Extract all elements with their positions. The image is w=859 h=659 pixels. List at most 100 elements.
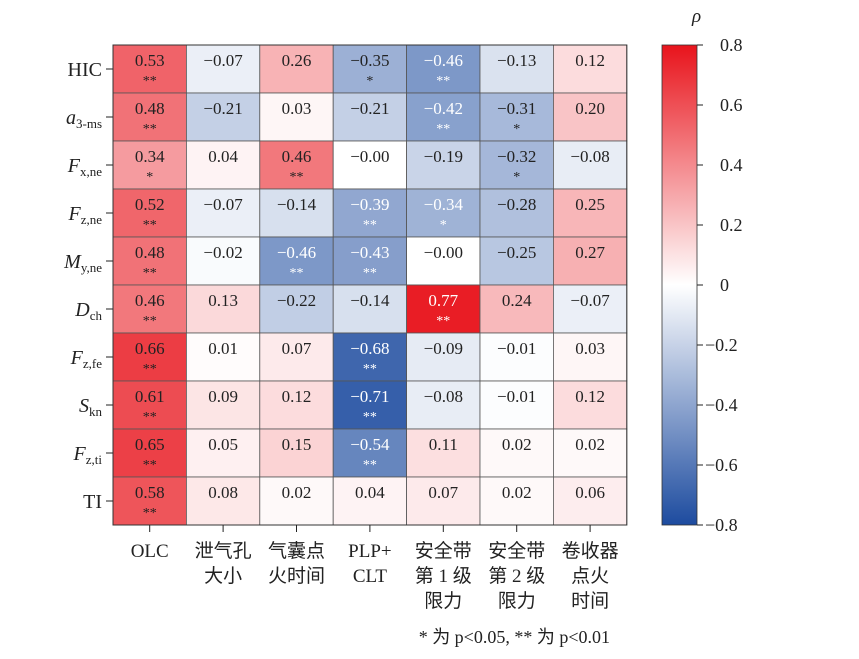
column-label: 卷收器 <box>562 540 619 562</box>
heatmap-cell <box>406 332 481 382</box>
cell-value-label: −0.28 <box>497 195 536 214</box>
significance-label: ** <box>290 170 304 185</box>
significance-label: * <box>146 170 153 185</box>
heatmap-cell <box>553 92 628 142</box>
cell-value-label: 0.09 <box>208 387 238 406</box>
heatmap-cell <box>259 332 334 382</box>
cell-value-label: 0.07 <box>428 483 458 502</box>
cell-value-label: −0.39 <box>350 195 389 214</box>
heatmap-cell <box>332 476 408 526</box>
cell-value-label: −0.00 <box>424 243 463 262</box>
cell-value-label: 0.46 <box>282 147 312 166</box>
heatmap-cell <box>112 44 187 94</box>
heatmap-cell <box>259 92 334 142</box>
heatmap-cell <box>553 332 628 382</box>
heatmap-cell <box>553 476 628 526</box>
heatmap-cell <box>112 188 187 238</box>
row-label: TI <box>83 491 102 513</box>
colorbar-tick-label: 0.6 <box>720 95 743 115</box>
heatmap-cell <box>185 44 261 94</box>
heatmap-cell <box>185 188 261 238</box>
cell-value-label: −0.00 <box>350 147 389 166</box>
row-label: Fz,ti <box>73 443 103 467</box>
row-label-sub: z,ne <box>81 212 103 227</box>
heatmap-cell <box>553 284 628 334</box>
footnote: * 为 p<0.05, ** 为 p<0.01 <box>419 627 610 647</box>
cell-value-label: 0.02 <box>282 483 312 502</box>
significance-label: * <box>513 122 520 137</box>
cell-value-label: 0.06 <box>575 483 605 502</box>
cell-value-label: 0.12 <box>575 387 605 406</box>
cell-value-label: −0.43 <box>350 243 389 262</box>
row-label: Fx,ne <box>67 155 102 179</box>
colorbar-tick-label: 0.2 <box>720 215 743 235</box>
row-label: HIC <box>68 59 102 81</box>
colorbar: 0.8 0.6 0.4 0.2 0 −0.2 −0.4 −0.6 −0.8 ρ <box>661 6 743 535</box>
cell-value-label: −0.14 <box>350 291 390 310</box>
cell-value-label: −0.34 <box>424 195 464 214</box>
significance-label: * <box>513 170 520 185</box>
row-label-sub: ch <box>90 308 103 323</box>
cell-value-label: −0.42 <box>424 99 463 118</box>
heatmap-cell <box>406 284 481 334</box>
significance-label: * <box>366 74 373 89</box>
column-label: OLC <box>131 541 169 562</box>
significance-label: ** <box>436 74 450 89</box>
significance-label: ** <box>363 266 377 281</box>
cell-value-label: −0.01 <box>497 339 536 358</box>
cell-value-label: −0.01 <box>497 387 536 406</box>
row-label-main: F <box>67 203 81 225</box>
cell-value-label: −0.08 <box>424 387 463 406</box>
cell-value-label: 0.48 <box>135 243 165 262</box>
cell-value-label: 0.53 <box>135 51 165 70</box>
heatmap-cell <box>479 92 554 142</box>
cell-value-label: 0.13 <box>208 291 238 310</box>
column-label: PLP+ <box>348 541 391 562</box>
row-label-main: F <box>70 347 84 369</box>
row-labels: HICa3-msFx,neFz,neMy,neDchFz,feSknFz,tiT… <box>63 59 113 513</box>
colorbar-tick-label: −0.2 <box>705 335 738 355</box>
heatmap-cell <box>185 380 261 430</box>
significance-label: ** <box>363 458 377 473</box>
cell-value-label: −0.19 <box>424 147 463 166</box>
significance-label: ** <box>143 410 157 425</box>
row-label-main: F <box>73 443 87 465</box>
heatmap-cell <box>406 476 481 526</box>
row-label-main: TI <box>83 491 102 513</box>
column-label: 安全带 <box>415 540 472 562</box>
row-label: My,ne <box>63 251 102 275</box>
cell-value-label: 0.12 <box>282 387 312 406</box>
colorbar-tick-label: −0.8 <box>705 515 738 535</box>
cell-value-label: 0.66 <box>135 339 165 358</box>
heatmap-cell <box>406 428 481 478</box>
significance-label: ** <box>143 506 157 521</box>
heatmap-cell <box>259 140 334 190</box>
heatmap-cell <box>332 380 408 430</box>
colorbar-bar <box>661 44 698 526</box>
row-label-main: F <box>67 155 81 177</box>
heatmap-cell <box>259 428 334 478</box>
cell-value-label: 0.61 <box>135 387 165 406</box>
heatmap-cell <box>332 284 408 334</box>
row-label-main: S <box>79 395 89 417</box>
cell-value-label: 0.08 <box>208 483 238 502</box>
cell-value-label: 0.34 <box>135 147 165 166</box>
cell-value-label: −0.07 <box>203 195 243 214</box>
column-label: 气囊点 <box>268 540 325 562</box>
significance-label: ** <box>143 266 157 281</box>
row-label-sub: y,ne <box>81 260 102 275</box>
cell-value-label: 0.04 <box>355 483 385 502</box>
heatmap-cell <box>406 92 481 142</box>
significance-label: ** <box>143 314 157 329</box>
cell-value-label: −0.68 <box>350 339 389 358</box>
heatmap-cell <box>553 380 628 430</box>
cell-value-label: 0.24 <box>502 291 532 310</box>
colorbar-tick-label: 0.4 <box>720 155 743 175</box>
cell-value-label: −0.07 <box>570 291 610 310</box>
cell-value-label: −0.46 <box>424 51 463 70</box>
cell-value-label: 0.02 <box>502 483 532 502</box>
cell-value-label: 0.46 <box>135 291 165 310</box>
heatmap-cell <box>185 140 261 190</box>
column-label: 时间 <box>571 590 609 612</box>
heatmap-cell <box>479 140 554 190</box>
